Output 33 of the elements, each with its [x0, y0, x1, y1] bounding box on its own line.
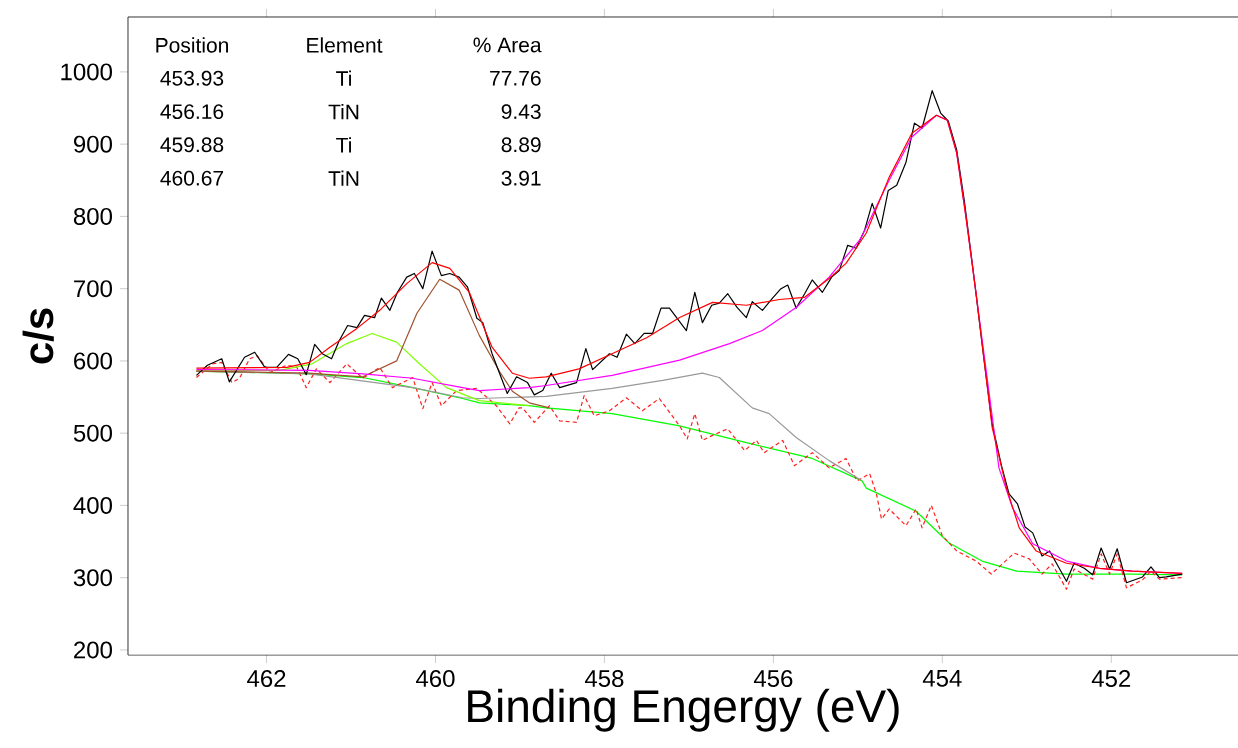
- x-tick-label: 458: [584, 670, 624, 688]
- y-tick-label: 200: [74, 641, 112, 659]
- x-tick-label: 460: [416, 670, 455, 688]
- y-tick-label: 300: [73, 569, 112, 587]
- x-tick-label: 454: [922, 670, 962, 687]
- annotation: 9.43: [501, 104, 541, 120]
- y-tick-label: 400: [73, 496, 112, 514]
- y-axis-title: c/s: [22, 308, 54, 364]
- annotation: 460.67: [160, 170, 224, 186]
- y-tick-label: 700: [74, 280, 112, 298]
- y-tick-label: 800: [73, 207, 112, 225]
- annotation: Element: [307, 37, 383, 53]
- annotation: 459.88: [160, 137, 224, 153]
- annotation: 456.16: [160, 104, 224, 120]
- y-tick-label: 600: [74, 352, 112, 370]
- annotation: TiN: [328, 103, 359, 120]
- annotation: Position: [156, 37, 228, 53]
- x-axis-title: Binding Engergy (eV): [468, 688, 899, 732]
- x-tick-label: 452: [1091, 670, 1131, 688]
- annotation: 8.89: [501, 137, 541, 153]
- annotation: Ti: [336, 137, 351, 153]
- annotation: 77.76: [490, 70, 541, 86]
- y-tick-label: 1000: [61, 63, 112, 81]
- y-tick-label: 500: [73, 424, 112, 442]
- line-series: [195, 278, 551, 409]
- annotation: 453.93: [160, 70, 224, 86]
- annotation: TiN: [328, 170, 359, 186]
- annotation: 3.91: [501, 170, 541, 186]
- x-tick-label: 456: [753, 670, 793, 688]
- annotation: % Area: [473, 37, 542, 53]
- annotation: Ti: [336, 70, 351, 86]
- x-tick-label: 462: [247, 670, 286, 688]
- y-tick-label: 900: [74, 135, 112, 153]
